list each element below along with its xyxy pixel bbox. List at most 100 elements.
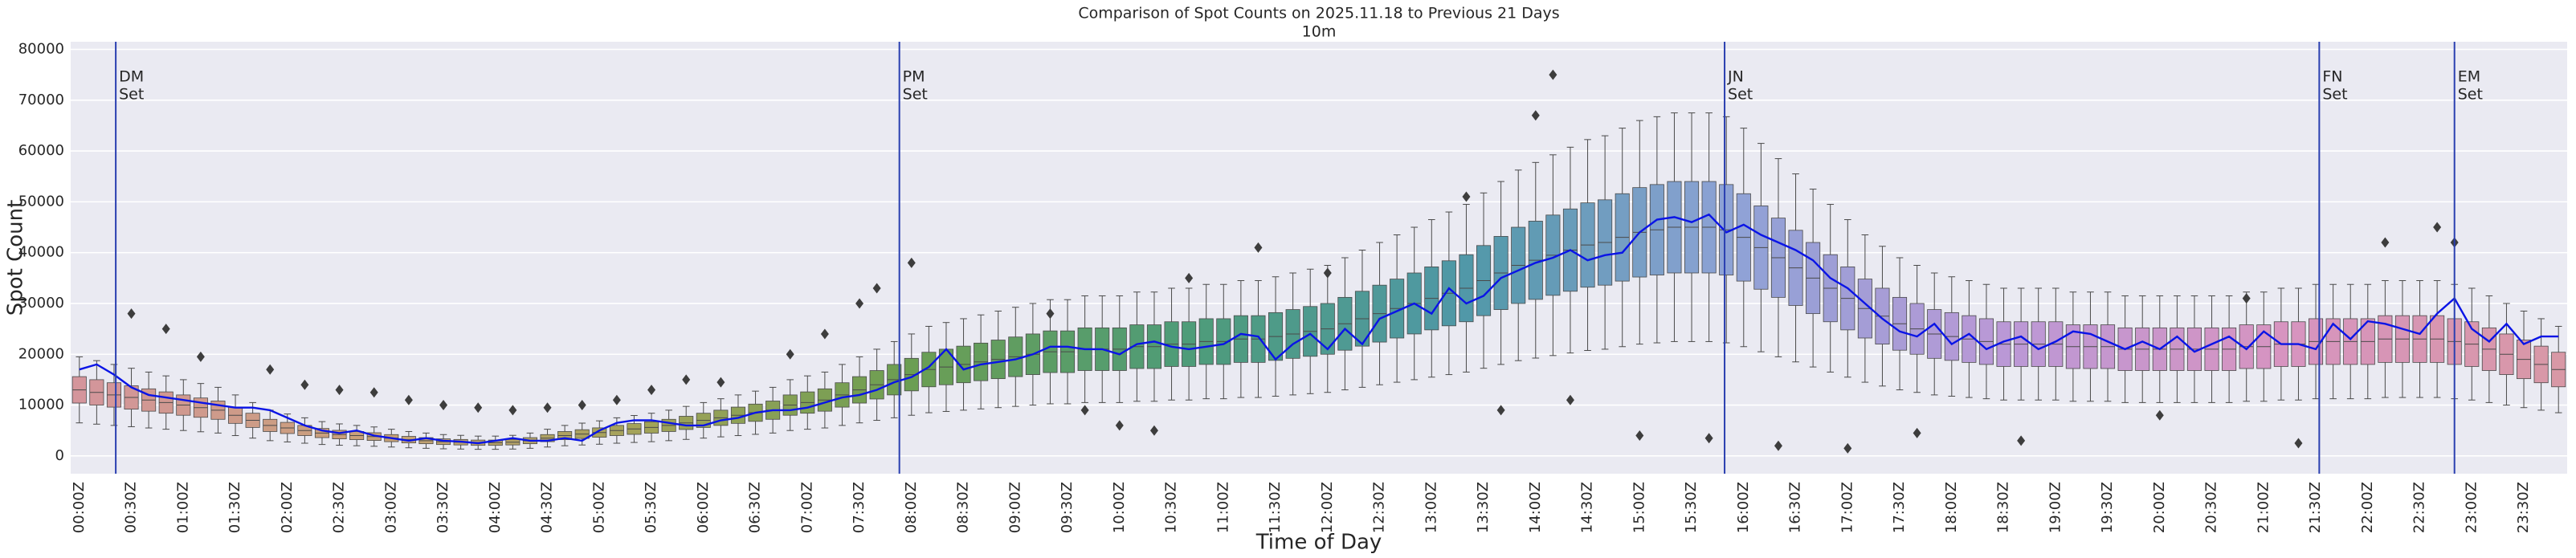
sunset-label: EM — [2458, 68, 2480, 86]
x-tick-label: 19:30Z — [2099, 482, 2116, 533]
x-tick-label: 20:00Z — [2151, 482, 2168, 533]
x-tick-label: 04:30Z — [539, 482, 556, 533]
outlier — [1149, 425, 1158, 436]
outlier — [508, 405, 517, 416]
x-tick-label: 18:30Z — [1995, 482, 2012, 533]
outlier — [682, 374, 691, 385]
outlier — [820, 328, 829, 340]
x-tick-label: 08:30Z — [955, 482, 972, 533]
outlier — [1531, 110, 1540, 121]
outlier — [855, 298, 864, 309]
outlier — [1496, 405, 1505, 416]
x-tick-label: 22:00Z — [2359, 482, 2376, 533]
outlier — [1080, 405, 1089, 416]
plot-background — [71, 42, 2567, 474]
x-tick-label: 16:30Z — [1787, 482, 1804, 533]
x-tick-label: 15:00Z — [1631, 482, 1647, 533]
outlier — [369, 387, 378, 398]
sunset-label: FN — [2322, 68, 2342, 86]
x-tick-label: 23:00Z — [2463, 482, 2480, 533]
x-tick-label: 13:30Z — [1475, 482, 1492, 533]
outlier — [872, 283, 881, 294]
outlier — [1115, 420, 1124, 431]
outlier — [300, 379, 309, 390]
outlier — [1774, 440, 1782, 451]
x-tick-label: 11:00Z — [1215, 482, 1231, 533]
x-tick-label: 10:00Z — [1111, 482, 1128, 533]
today-line — [79, 213, 2559, 445]
x-tick-label: 17:30Z — [1891, 482, 1908, 533]
outlier — [716, 377, 725, 388]
sunset-label: PM — [903, 68, 925, 86]
outlier — [196, 351, 205, 362]
x-tick-label: 22:30Z — [2411, 482, 2428, 533]
y-tick-label: 50000 — [18, 193, 64, 210]
outlier — [1566, 394, 1574, 405]
x-tick-label: 00:30Z — [123, 482, 140, 533]
y-tick-label: 40000 — [18, 244, 64, 261]
outlier — [1913, 427, 1921, 438]
x-tick-label: 20:30Z — [2203, 482, 2220, 533]
sunset-label: DM — [119, 68, 144, 86]
x-tick-label: 01:00Z — [174, 482, 191, 533]
x-tick-label: 02:00Z — [279, 482, 296, 533]
x-tick-label: 14:30Z — [1579, 482, 1596, 533]
x-tick-label: 12:30Z — [1371, 482, 1388, 533]
x-tick-label: 07:30Z — [851, 482, 868, 533]
y-tick-label: 70000 — [18, 92, 64, 108]
outlier — [2017, 435, 2026, 446]
outlier — [647, 385, 656, 396]
outlier — [1046, 308, 1055, 320]
y-tick-label: 20000 — [18, 345, 64, 362]
y-tick-label: 80000 — [18, 40, 64, 57]
outlier — [2294, 438, 2303, 449]
chart-title: Comparison of Spot Counts on 2025.11.18 … — [1078, 5, 1559, 22]
x-tick-label: 17:00Z — [1839, 482, 1855, 533]
outlier — [266, 364, 275, 375]
y-tick-label: 60000 — [18, 142, 64, 159]
x-tick-label: 19:00Z — [2047, 482, 2064, 533]
outlier — [439, 400, 448, 411]
outlier — [907, 257, 916, 268]
outlier — [1254, 242, 1263, 253]
x-tick-label: 03:30Z — [435, 482, 451, 533]
y-tick-label: 30000 — [18, 295, 64, 312]
sunset-label: Set — [2458, 86, 2483, 104]
x-tick-label: 14:00Z — [1527, 482, 1544, 533]
sunset-label: Set — [903, 86, 928, 104]
outlier — [786, 348, 794, 360]
outlier — [543, 402, 552, 413]
x-tick-label: 10:30Z — [1163, 482, 1180, 533]
x-tick-label: 01:30Z — [227, 482, 243, 533]
x-tick-label: 09:30Z — [1059, 482, 1076, 533]
outlier — [1549, 69, 1557, 80]
x-tick-label: 02:30Z — [331, 482, 348, 533]
x-axis-label: Time of Day — [1255, 531, 1382, 555]
x-tick-label: 07:00Z — [798, 482, 815, 533]
outlier — [1323, 267, 1332, 279]
x-tick-label: 16:00Z — [1735, 482, 1752, 533]
outlier — [578, 400, 586, 411]
x-tick-label: 13:00Z — [1423, 482, 1439, 533]
y-tick-label: 10000 — [18, 397, 64, 413]
outlier — [404, 394, 413, 405]
sunset-label: Set — [1728, 86, 1753, 104]
x-tick-label: 04:00Z — [487, 482, 504, 533]
x-tick-label: 11:30Z — [1267, 482, 1284, 533]
x-tick-label: 21:00Z — [2255, 482, 2272, 533]
sunset-label: Set — [119, 86, 144, 104]
x-tick-label: 12:00Z — [1319, 482, 1336, 533]
x-tick-label: 06:30Z — [747, 482, 764, 533]
outlier — [1704, 433, 1713, 444]
x-tick-label: 18:00Z — [1943, 482, 1960, 533]
x-tick-label: 15:30Z — [1683, 482, 1700, 533]
x-tick-label: 21:30Z — [2307, 482, 2324, 533]
y-axis-label: Spot Count — [4, 200, 28, 316]
outlier — [2155, 409, 2164, 421]
x-tick-label: 05:00Z — [590, 482, 607, 533]
outlier — [161, 324, 170, 335]
x-tick-label: 05:30Z — [643, 482, 659, 533]
sunset-label: JN — [1727, 68, 1744, 86]
